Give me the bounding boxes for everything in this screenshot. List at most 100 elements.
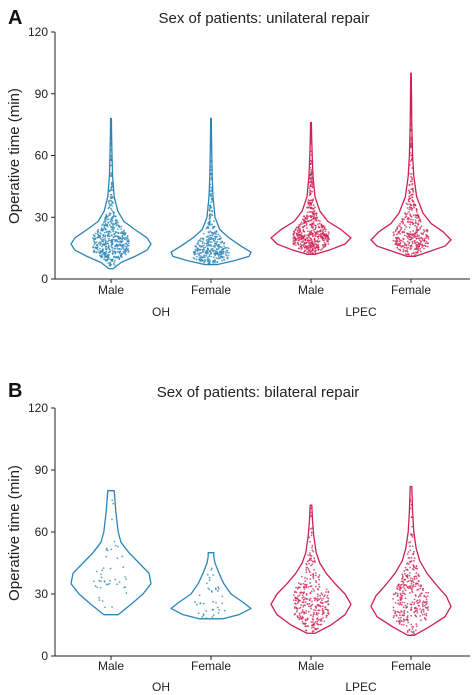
- data-point: [115, 222, 117, 224]
- data-point: [202, 614, 205, 617]
- data-point: [427, 242, 429, 245]
- data-point: [310, 211, 312, 213]
- data-point: [119, 244, 122, 247]
- data-point: [404, 597, 407, 600]
- data-point: [313, 209, 316, 212]
- data-point: [411, 233, 414, 236]
- data-point: [215, 257, 218, 260]
- data-point: [427, 236, 430, 238]
- data-point: [311, 603, 314, 606]
- data-point: [396, 592, 399, 595]
- data-point: [316, 588, 319, 590]
- data-point: [407, 244, 410, 246]
- data-point: [412, 223, 414, 226]
- data-point: [315, 232, 318, 234]
- data-point: [416, 235, 419, 238]
- data-point: [116, 557, 119, 560]
- data-point: [406, 602, 409, 605]
- data-point: [104, 239, 107, 242]
- data-point: [410, 158, 413, 161]
- data-point: [300, 618, 303, 620]
- data-point: [307, 220, 310, 223]
- data-point: [308, 599, 311, 602]
- data-point: [103, 226, 106, 229]
- data-point: [110, 175, 113, 177]
- data-point: [315, 581, 318, 584]
- data-point: [106, 240, 109, 243]
- data-point: [209, 241, 212, 243]
- data-point: [311, 245, 314, 248]
- data-point: [404, 566, 407, 569]
- data-point: [111, 196, 114, 199]
- data-point: [401, 573, 404, 576]
- data-point: [317, 248, 319, 251]
- data-point: [118, 581, 121, 584]
- data-point: [327, 613, 330, 616]
- data-point: [127, 242, 130, 245]
- data-point: [224, 253, 227, 256]
- data-point: [316, 593, 319, 596]
- data-point: [313, 559, 316, 562]
- data-point: [320, 618, 323, 620]
- data-point: [421, 244, 424, 247]
- data-point: [113, 259, 116, 262]
- data-point: [226, 249, 228, 252]
- data-point: [321, 236, 324, 238]
- data-point: [211, 223, 213, 226]
- data-point: [426, 600, 428, 603]
- data-point: [207, 231, 210, 233]
- data-point: [427, 609, 430, 611]
- data-point: [199, 260, 202, 263]
- data-point: [223, 609, 226, 612]
- data-point: [410, 556, 413, 559]
- data-point: [113, 226, 116, 229]
- data-point: [420, 592, 422, 595]
- data-point: [311, 249, 314, 252]
- data-point: [399, 601, 402, 604]
- data-point: [203, 254, 206, 257]
- data-point: [208, 258, 211, 260]
- data-point: [416, 234, 419, 236]
- data-point: [407, 551, 410, 553]
- data-point: [105, 547, 108, 550]
- data-point: [199, 257, 202, 260]
- data-point: [304, 238, 307, 241]
- data-point: [208, 260, 211, 263]
- data-point: [415, 565, 418, 568]
- data-point: [93, 240, 96, 243]
- data-point: [396, 226, 399, 229]
- data-point: [197, 241, 199, 244]
- data-point: [217, 247, 220, 250]
- data-point: [310, 229, 313, 232]
- data-point: [309, 251, 312, 254]
- data-point: [217, 233, 220, 236]
- data-point: [411, 178, 414, 181]
- data-point: [425, 606, 427, 609]
- data-point: [420, 240, 423, 243]
- data-point: [124, 586, 127, 589]
- data-point: [309, 215, 312, 217]
- data-point: [205, 617, 208, 620]
- data-point: [226, 246, 229, 249]
- data-point: [296, 232, 299, 235]
- data-point: [111, 242, 114, 245]
- data-point: [324, 243, 327, 245]
- data-point: [422, 233, 425, 236]
- data-point: [318, 234, 321, 236]
- data-point: [114, 240, 117, 243]
- data-point: [416, 211, 418, 213]
- data-point: [400, 580, 403, 583]
- data-point: [294, 607, 296, 610]
- data-point: [415, 623, 418, 625]
- data-point: [209, 220, 212, 223]
- data-point: [394, 230, 397, 233]
- data-point: [106, 230, 109, 233]
- data-point: [410, 215, 412, 218]
- data-point: [311, 199, 314, 202]
- data-point: [405, 568, 408, 571]
- data-point: [321, 225, 323, 228]
- data-point: [113, 255, 115, 258]
- data-point: [114, 235, 117, 237]
- data-point: [210, 165, 213, 168]
- data-point: [210, 173, 213, 176]
